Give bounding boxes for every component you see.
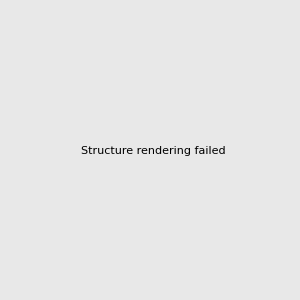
Text: Structure rendering failed: Structure rendering failed bbox=[81, 146, 226, 157]
